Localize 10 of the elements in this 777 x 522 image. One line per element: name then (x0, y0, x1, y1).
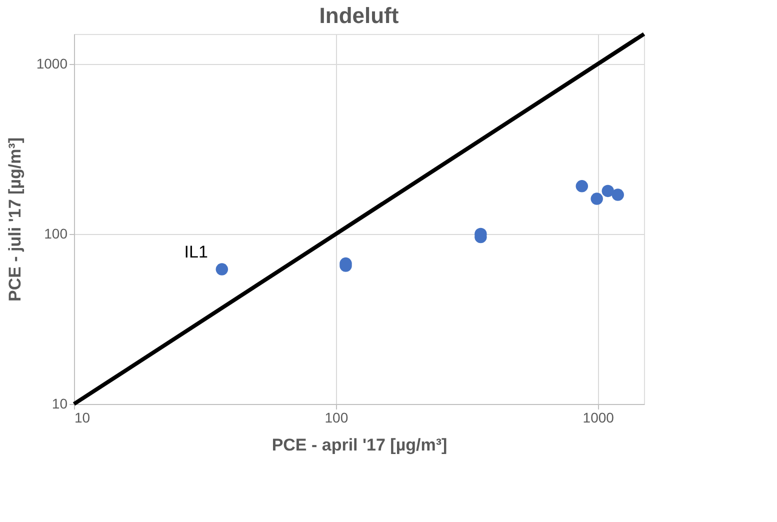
x-axis-title: PCE - april '17 [µg/m³] (272, 436, 448, 454)
x-tick-label: 10 (74, 410, 90, 426)
y-tick-label: 1000 (36, 55, 68, 72)
y-tick-label: 100 (44, 225, 68, 242)
y-axis-title: PCE - juli '17 [µg/m³] (5, 137, 24, 302)
x-tick-label: 100 (324, 410, 348, 426)
chart-title: Indeluft (319, 3, 400, 28)
y-tick-label: 10 (52, 396, 68, 412)
x-tick-label: 1000 (582, 410, 614, 426)
annotation: IL1 (184, 242, 208, 262)
